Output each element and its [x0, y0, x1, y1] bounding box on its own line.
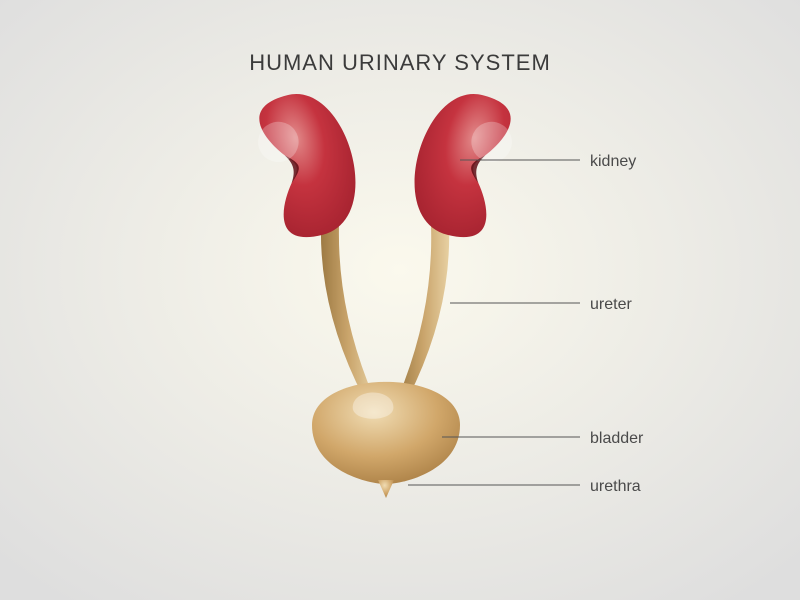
diagram-svg: [0, 0, 800, 600]
label-bladder: bladder: [590, 430, 643, 448]
label-urethra: urethra: [590, 478, 641, 496]
label-ureter: ureter: [590, 296, 632, 314]
diagram-stage: HUMAN URINARY SYSTEM kidney ureter bladder…: [0, 0, 800, 600]
background: [0, 0, 800, 600]
diagram-title: HUMAN URINARY SYSTEM: [0, 50, 800, 76]
label-kidney: kidney: [590, 153, 636, 171]
